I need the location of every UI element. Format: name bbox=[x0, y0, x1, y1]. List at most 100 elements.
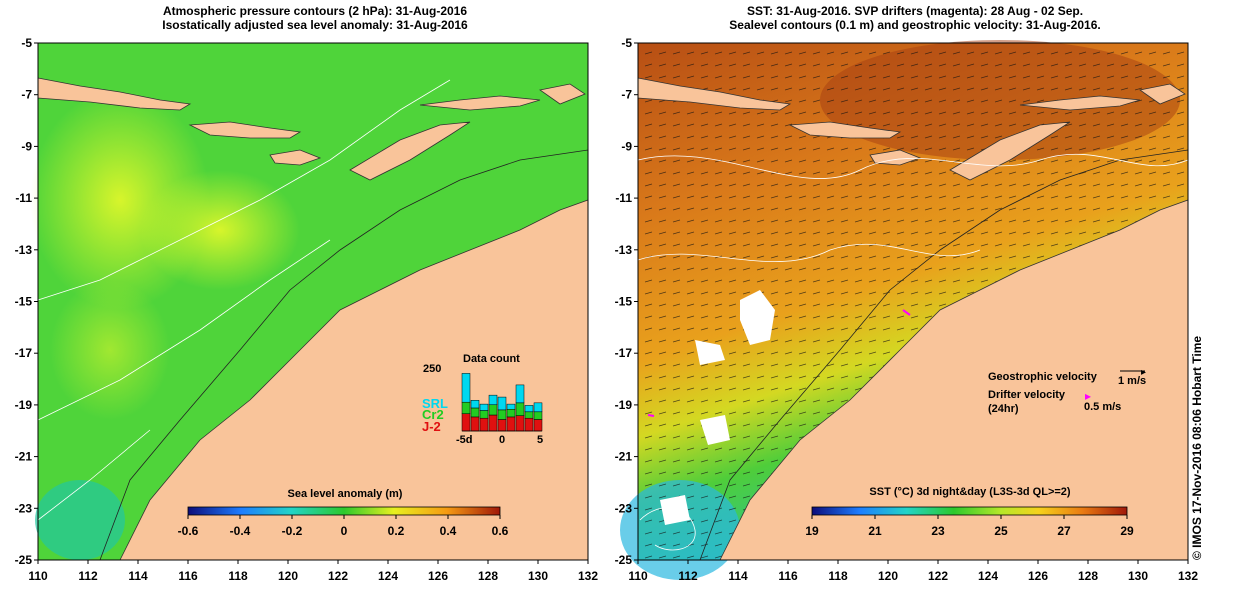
data-count-bar-srl bbox=[524, 405, 534, 413]
ssla-pressure-contour-2 bbox=[37, 239, 331, 421]
left-title-line1: Atmospheric pressure contours (2 hPa): 3… bbox=[162, 4, 468, 18]
data-count-bar-j2 bbox=[533, 419, 543, 432]
data-count-bars bbox=[461, 373, 543, 432]
sst-java-land bbox=[637, 77, 792, 111]
sst-map-frame bbox=[637, 42, 1189, 561]
drifter-velocity-period: (24hr) bbox=[988, 403, 1019, 415]
data-count-bar-cr2 bbox=[506, 408, 516, 418]
data-count-bar-cr2 bbox=[497, 409, 507, 420]
data-count-bar-srl bbox=[506, 403, 516, 410]
sst-sealevel-contour-2 bbox=[637, 243, 981, 262]
sst-colorbar-tick-label: 19 bbox=[805, 524, 819, 538]
data-count-bar-cr2 bbox=[461, 401, 471, 414]
data-count-bar-srl bbox=[479, 403, 489, 411]
ssla-colorbar-tick-label: 0.2 bbox=[388, 524, 405, 538]
ssla-java-land bbox=[37, 77, 192, 111]
ssla-pressure-contour-1 bbox=[37, 79, 451, 301]
data-count-bar-j2 bbox=[461, 413, 471, 432]
ssla-colorbar bbox=[187, 506, 501, 516]
data-count-bar-j2 bbox=[488, 414, 498, 432]
data-count-xtick-3: 5 bbox=[537, 434, 543, 446]
data-count-bar-cr2 bbox=[524, 411, 534, 419]
sst-sealevel-contour-3 bbox=[639, 507, 696, 551]
sst-colorbar-tick-label: 29 bbox=[1120, 524, 1134, 538]
sst-colorbar-tick-label: 25 bbox=[994, 524, 1008, 538]
sst-map[interactable]: Geostrophic velocity ▸ 1 m/s Drifter vel… bbox=[600, 0, 1250, 590]
data-count-inset: Data count 250 SRL Cr2 J-2 -5d 0 5 bbox=[422, 353, 543, 446]
sst-colorbar-ticks: 19 21 23 25 27 29 bbox=[805, 515, 1134, 538]
data-count-label-cr2: Cr2 bbox=[422, 407, 444, 422]
credit-text: © IMOS 17-Nov-2016 08:06 Hobart Time bbox=[1190, 335, 1204, 560]
ssla-colorbar-ticks: -0.6 -0.4 -0.2 0 0.2 0.4 0.6 bbox=[178, 515, 509, 538]
left-title-line2: Isostatically adjusted sea level anomaly… bbox=[162, 18, 468, 32]
data-count-bar-srl bbox=[470, 400, 480, 409]
sst-bali-lombok-land bbox=[788, 121, 902, 139]
ssla-colorbar-tick-label: 0.6 bbox=[492, 524, 509, 538]
sst-drifter-track-2 bbox=[647, 414, 655, 417]
data-count-bar-srl bbox=[488, 394, 498, 406]
sst-colorbar-label: SST (°C) 3d night&day (L3S-3d QL>=2) bbox=[869, 486, 1071, 498]
right-title-line1: SST: 31-Aug-2016. SVP drifters (magenta)… bbox=[746, 4, 1084, 18]
sst-sealevel-contour-1 bbox=[637, 153, 1189, 179]
data-count-bar-cr2 bbox=[479, 410, 489, 419]
drifter-velocity-arrow-icon: ▸ bbox=[1085, 389, 1091, 403]
sst-bathymetry-contour bbox=[699, 149, 1189, 561]
sst-flores-land bbox=[1019, 95, 1141, 111]
ssla-colorbar-tick-label: -0.4 bbox=[230, 524, 251, 538]
data-count-bar-j2 bbox=[470, 416, 480, 432]
sst-colorbar-tick-label: 27 bbox=[1057, 524, 1071, 538]
ssla-bathymetry-contour bbox=[99, 149, 589, 561]
ssla-map[interactable]: Sea level anomaly (m) -0.6 -0.4 -0.2 0 0.2 0.… bbox=[0, 0, 610, 590]
data-count-bar-j2 bbox=[515, 415, 525, 432]
ssla-sumba-land bbox=[269, 149, 322, 166]
ssla-colorbar-tick-label: 0 bbox=[341, 524, 348, 538]
data-count-bar-srl bbox=[497, 396, 507, 411]
ssla-australia-land bbox=[119, 199, 589, 561]
right-title-line2: Sealevel contours (0.1 m) and geostrophi… bbox=[729, 18, 1101, 32]
data-count-bar-j2 bbox=[506, 416, 516, 432]
data-count-bar-cr2 bbox=[470, 407, 480, 418]
data-count-bar-j2 bbox=[479, 417, 489, 432]
ssla-colorbar-tick-label: -0.6 bbox=[178, 524, 199, 538]
geostrophic-velocity-arrowhead-icon: ▸ bbox=[1141, 367, 1146, 378]
data-count-bar-cr2 bbox=[533, 411, 543, 420]
ssla-low-anomaly bbox=[35, 480, 125, 560]
sst-sumba-land bbox=[869, 149, 922, 166]
data-count-title: Data count bbox=[463, 353, 520, 365]
sst-colorbar bbox=[811, 506, 1128, 516]
drifter-velocity-label: Drifter velocity bbox=[988, 389, 1066, 401]
sst-colorbar-tick-label: 23 bbox=[931, 524, 945, 538]
sst-timor-land bbox=[949, 121, 1071, 181]
geostrophic-velocity-label: Geostrophic velocity bbox=[988, 371, 1098, 383]
sst-islands-ne bbox=[1139, 83, 1186, 105]
left-title: Atmospheric pressure contours (2 hPa): 3… bbox=[105, 4, 525, 32]
sst-cloud-gaps bbox=[660, 290, 775, 525]
ssla-timor-land bbox=[349, 121, 471, 181]
ssla-bali-lombok-land bbox=[188, 121, 302, 139]
data-count-bar-srl bbox=[533, 402, 543, 413]
ssla-colorbar-label: Sea level anomaly (m) bbox=[288, 488, 403, 500]
ssla-colorbar-tick-label: -0.2 bbox=[282, 524, 303, 538]
data-count-bar-j2 bbox=[497, 419, 507, 432]
data-count-bar-srl bbox=[515, 384, 525, 404]
data-count-xtick-2: 0 bbox=[499, 434, 505, 446]
data-count-xtick-1: -5d bbox=[456, 434, 473, 446]
ssla-flores-land bbox=[419, 95, 541, 111]
data-count-bar-cr2 bbox=[488, 404, 498, 416]
sst-australia-land bbox=[719, 199, 1189, 561]
data-count-label-srl: SRL bbox=[422, 396, 448, 411]
data-count-ymax: 250 bbox=[423, 363, 441, 375]
ssla-colorbar-tick-label: 0.4 bbox=[440, 524, 457, 538]
ssla-map-frame bbox=[37, 42, 589, 561]
data-count-bar-srl bbox=[461, 373, 471, 403]
ssla-high-anomaly-2 bbox=[140, 170, 300, 290]
sst-drifter-track-1 bbox=[902, 309, 911, 316]
ssla-high-anomaly-3 bbox=[50, 280, 170, 420]
data-count-label-j2: J-2 bbox=[422, 419, 441, 434]
ssla-pressure-contour-3 bbox=[37, 429, 151, 521]
right-title: SST: 31-Aug-2016. SVP drifters (magenta)… bbox=[640, 4, 1190, 32]
data-count-bar-j2 bbox=[524, 417, 534, 432]
drifter-velocity-scale: 0.5 m/s bbox=[1084, 401, 1121, 413]
data-count-bar-cr2 bbox=[515, 402, 525, 416]
geostrophic-velocity-scale: 1 m/s bbox=[1118, 375, 1146, 387]
